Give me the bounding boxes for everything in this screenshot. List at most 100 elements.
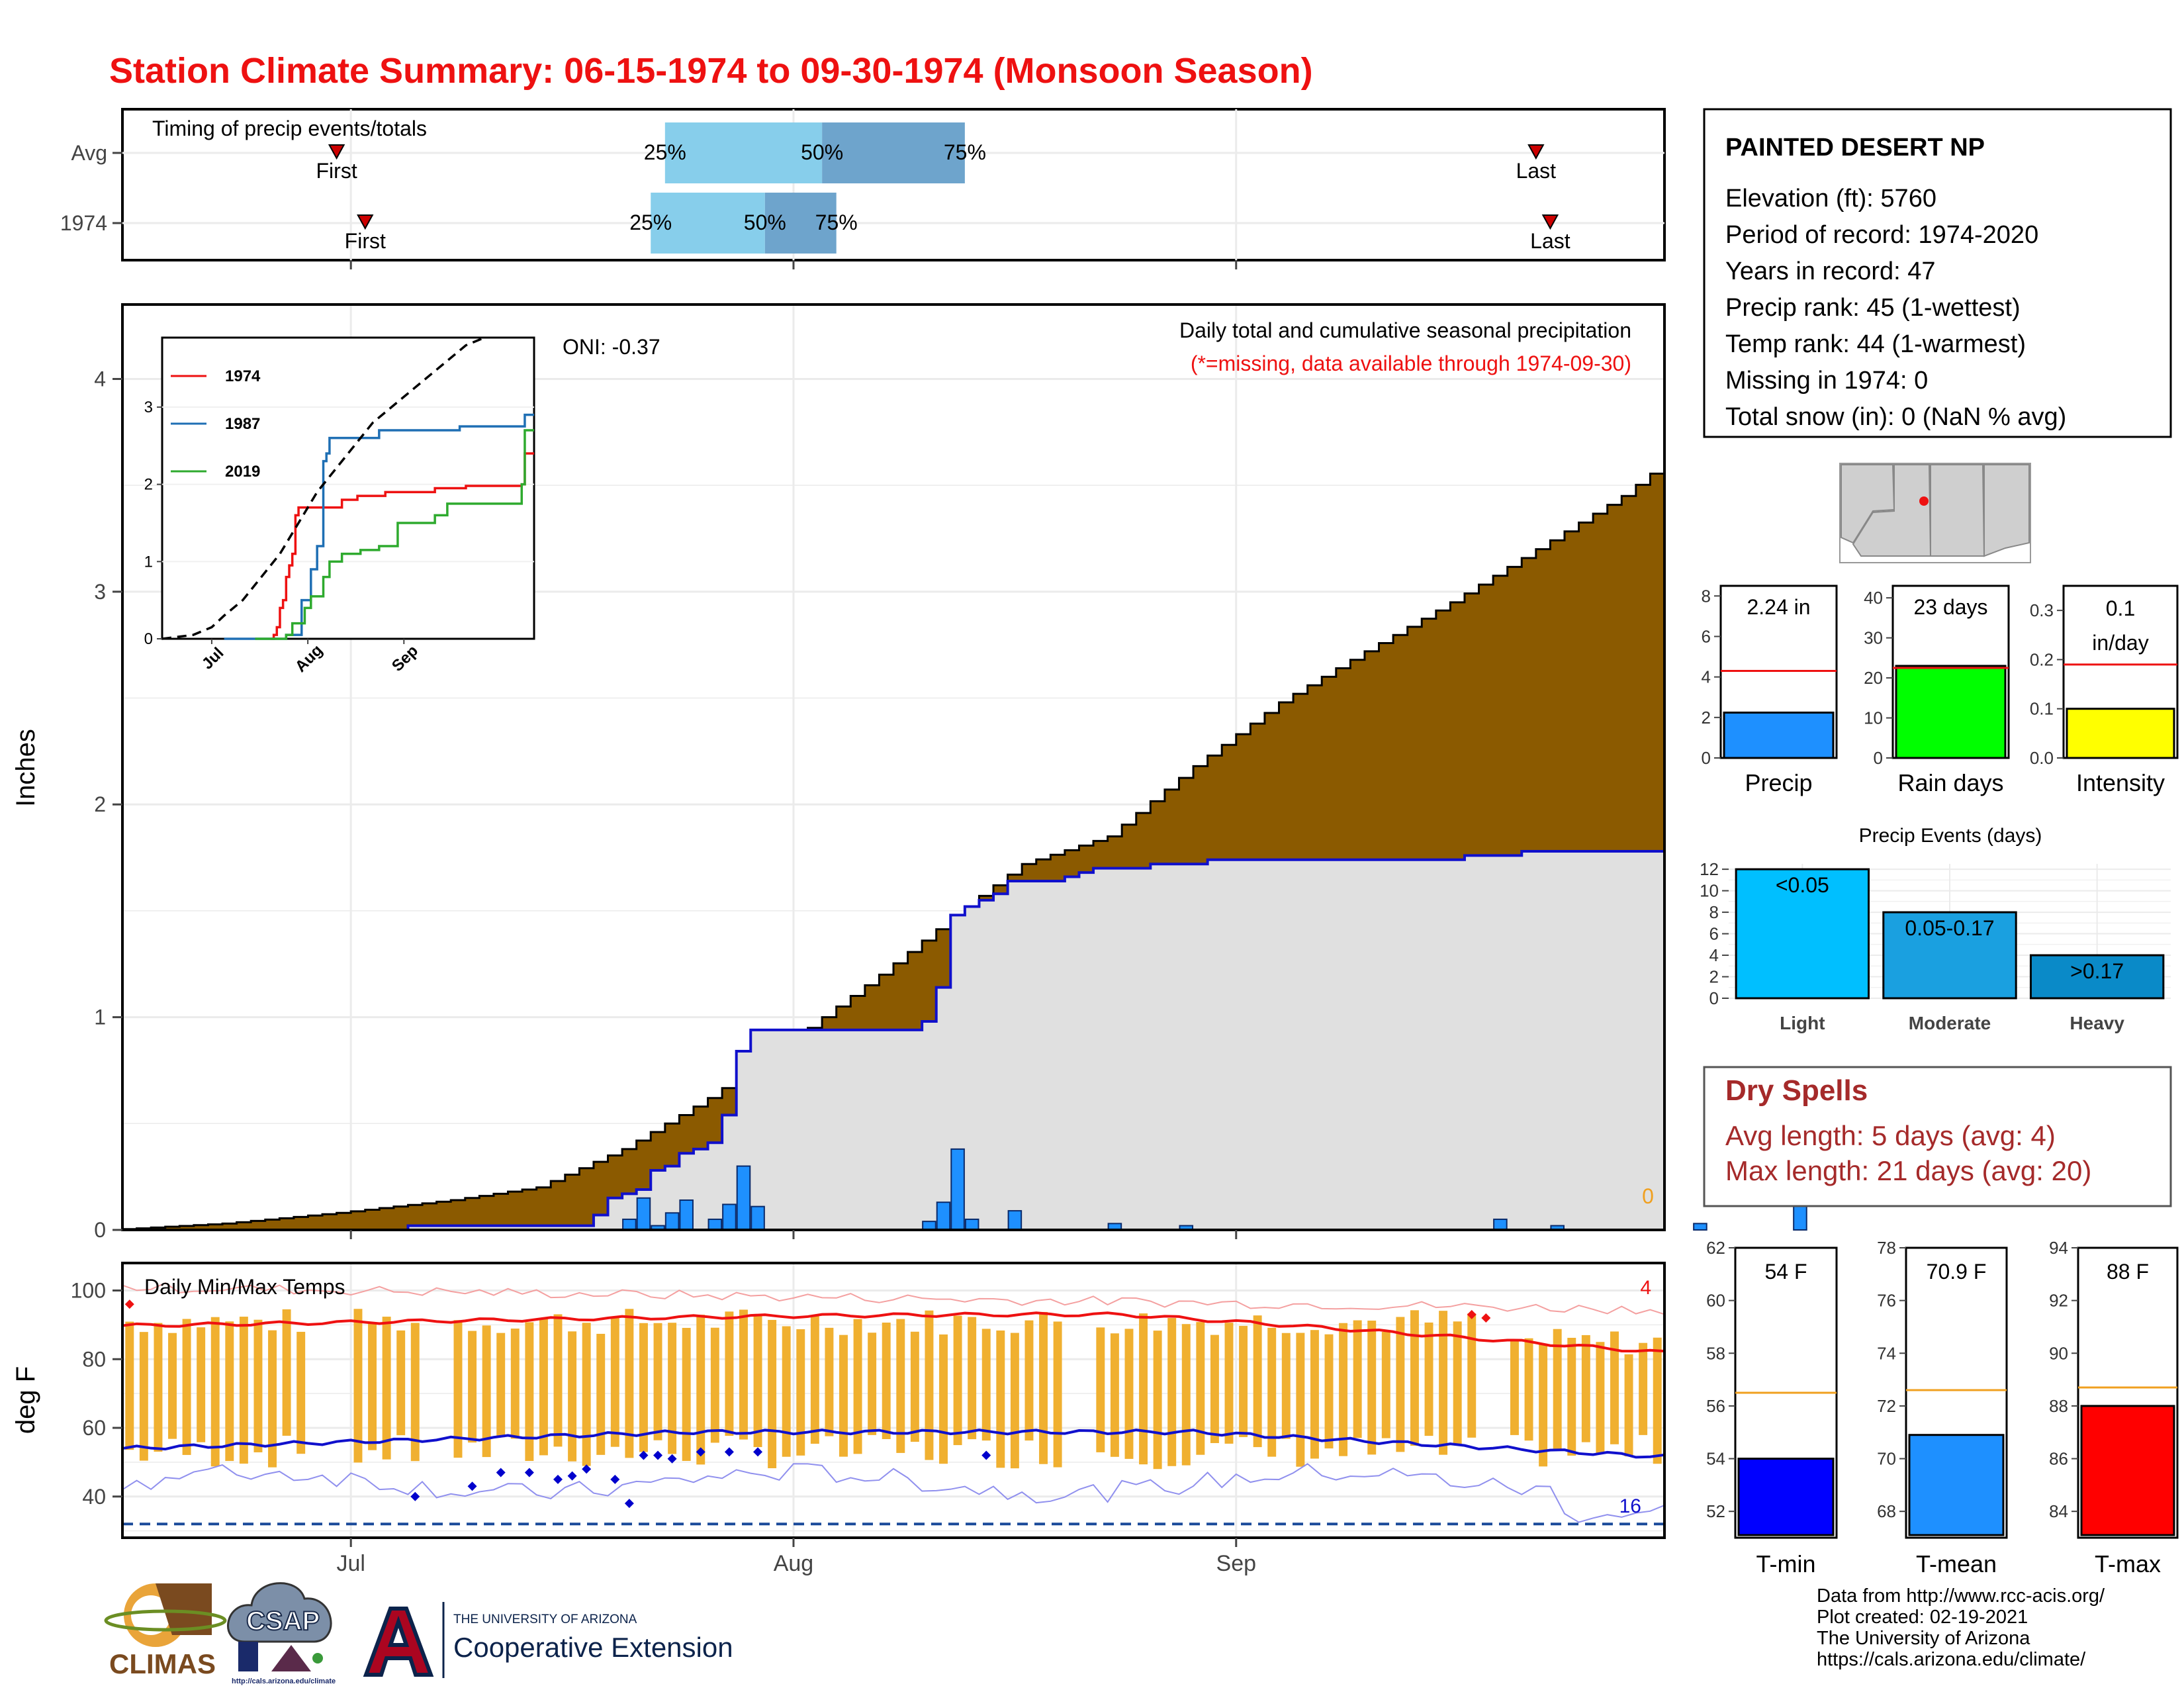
daily-temp-bar [568,1331,577,1462]
y-tick-label: 0 [94,1218,106,1242]
daily-temp-bar [253,1319,263,1452]
record-high-line [122,1282,1665,1315]
station-line: Elevation (ft): 5760 [1725,185,1936,212]
daily-temp-bar [682,1327,691,1461]
station-box: PAINTED DESERT NP Elevation (ft): 5760 P… [1703,108,2172,438]
daily-temp-bar [1596,1342,1605,1454]
footer-line: Plot created: 02-19-2021 [1817,1607,2028,1628]
event-bar [2029,954,2165,1000]
y-tick-label: 100 [71,1279,106,1303]
events-y-tick-label: 8 [1709,902,1719,922]
ua-logo: THE UNIVERSITY OF ARIZONA Cooperative Ex… [363,1602,733,1678]
daily-temp-bar [225,1321,234,1462]
daily-temp-bar [1553,1329,1562,1450]
first-marker-label: First [345,229,386,253]
events-y-tick-label: 6 [1709,924,1719,944]
temp-stats: 52 54 56 58 60 62 54 F T-min 68 70 72 74 76 78 70.9 F T… [1706,1238,2179,1577]
cumulative-1974-area [122,851,1664,1230]
tstat-y-tick-label: 92 [2049,1291,2068,1311]
daily-temp-bar [868,1333,877,1435]
quartile-bar-high [764,193,837,254]
daily-temp-bar [1567,1337,1576,1456]
tstat-y-tick-label: 68 [1877,1501,1896,1521]
daily-temp-bar [182,1319,191,1455]
last-marker-label: Last [1530,229,1570,253]
tstat-y-tick-label: 58 [1706,1343,1725,1363]
timing-row-label-avg: Avg [71,141,107,165]
x-tick-label: Aug [774,1551,814,1576]
event-category-label: Light [1780,1013,1825,1033]
daily-temp-bar [782,1326,791,1457]
inset-legend-2019: 2019 [225,463,260,481]
daily-temp-bar [1039,1311,1048,1464]
daily-temp-bar [739,1309,748,1440]
tstat-y-tick-label: 88 [2049,1396,2068,1416]
daily-temp-bar [1353,1320,1362,1438]
inset-series-line [270,452,534,640]
daily-temp-bar [1653,1337,1662,1464]
events-y-tick-label: 4 [1709,945,1719,965]
tstat-value: 70.9 F [1927,1260,1987,1284]
quartile-bar-low [651,193,765,254]
dry-spells-avg: Avg length: 5 days (avg: 4) [1725,1120,2056,1151]
daily-temp-bar [668,1323,677,1454]
record-marker [610,1474,620,1484]
daily-temp-bar [1610,1331,1619,1444]
daily-temp-bar [1053,1321,1062,1468]
y-tick-label: 60 [82,1416,106,1440]
daily-temp-bar [1396,1317,1405,1452]
tstat-value: 88 F [2107,1260,2149,1284]
stat-label: Precip [1745,769,1812,796]
events-y-tick-label: 2 [1709,967,1719,987]
station-line: Years in record: 47 [1725,258,1936,285]
daily-temp-bar [525,1322,534,1462]
tstat-y-tick-label: 52 [1706,1501,1725,1521]
station-location-dot [1919,496,1929,506]
inset-y-tick-label: 1 [144,553,153,571]
daily-temp-bar [1539,1343,1548,1467]
csap-logo-text: CSAP [246,1607,320,1636]
tstat-y-tick-label: 70 [1877,1449,1896,1469]
daily-precip-bar [736,1165,751,1231]
daily-temp-bar [1181,1324,1191,1466]
avg-min-line [122,1429,1665,1459]
daily-temp-bar [1510,1340,1519,1435]
daily-temp-bar [825,1327,834,1436]
inset-series-line [255,429,534,640]
daily-temp-bar [168,1333,177,1439]
quartile-bar-high [822,122,965,183]
tstat-y-tick-label: 62 [1706,1238,1725,1258]
daily-temp-bar [1453,1321,1462,1445]
daily-temp-bar [296,1331,306,1454]
daily-temp-bar [839,1335,848,1457]
event-bar-label: <0.05 [1776,873,1829,897]
daily-temp-bar [1124,1329,1134,1459]
daily-temp-bar [768,1319,777,1468]
daily-temp-bar [1381,1331,1390,1438]
csap-logo: CSAP http://cals.arizona.edu/climate [227,1582,336,1685]
daily-temp-bar [939,1334,948,1464]
stat-value-unit: in/day [2092,631,2148,655]
y-tick-label: 4 [94,367,106,391]
quartile-label: 50% [801,140,843,164]
daily-temp-bar [1310,1330,1319,1459]
stat-y-tick-label: 40 [1864,588,1883,608]
daily-temp-bar [1524,1338,1533,1441]
station-line: Precip rank: 45 (1-wettest) [1725,294,2021,322]
precip-events-chart: Precip Events (days) <0.05 Light 0.05-0.17… [1700,825,2171,1033]
daily-temp-bar [1024,1320,1034,1441]
ua-logo-top: THE UNIVERSITY OF ARIZONA [453,1613,637,1626]
daily-precip-bar [679,1199,694,1231]
oni-value: ONI: -0.37 [563,335,660,359]
record-marker [1467,1309,1477,1319]
daily-temp-bar [696,1315,705,1465]
daily-precip-bar [707,1218,723,1231]
stat-y-tick-label: 0.3 [2030,600,2054,620]
daily-temp-bar [996,1330,1005,1468]
cumulative-1974-line [122,849,1664,1231]
daily-temp-bar [910,1331,919,1442]
daily-temp-bar [1253,1315,1262,1448]
